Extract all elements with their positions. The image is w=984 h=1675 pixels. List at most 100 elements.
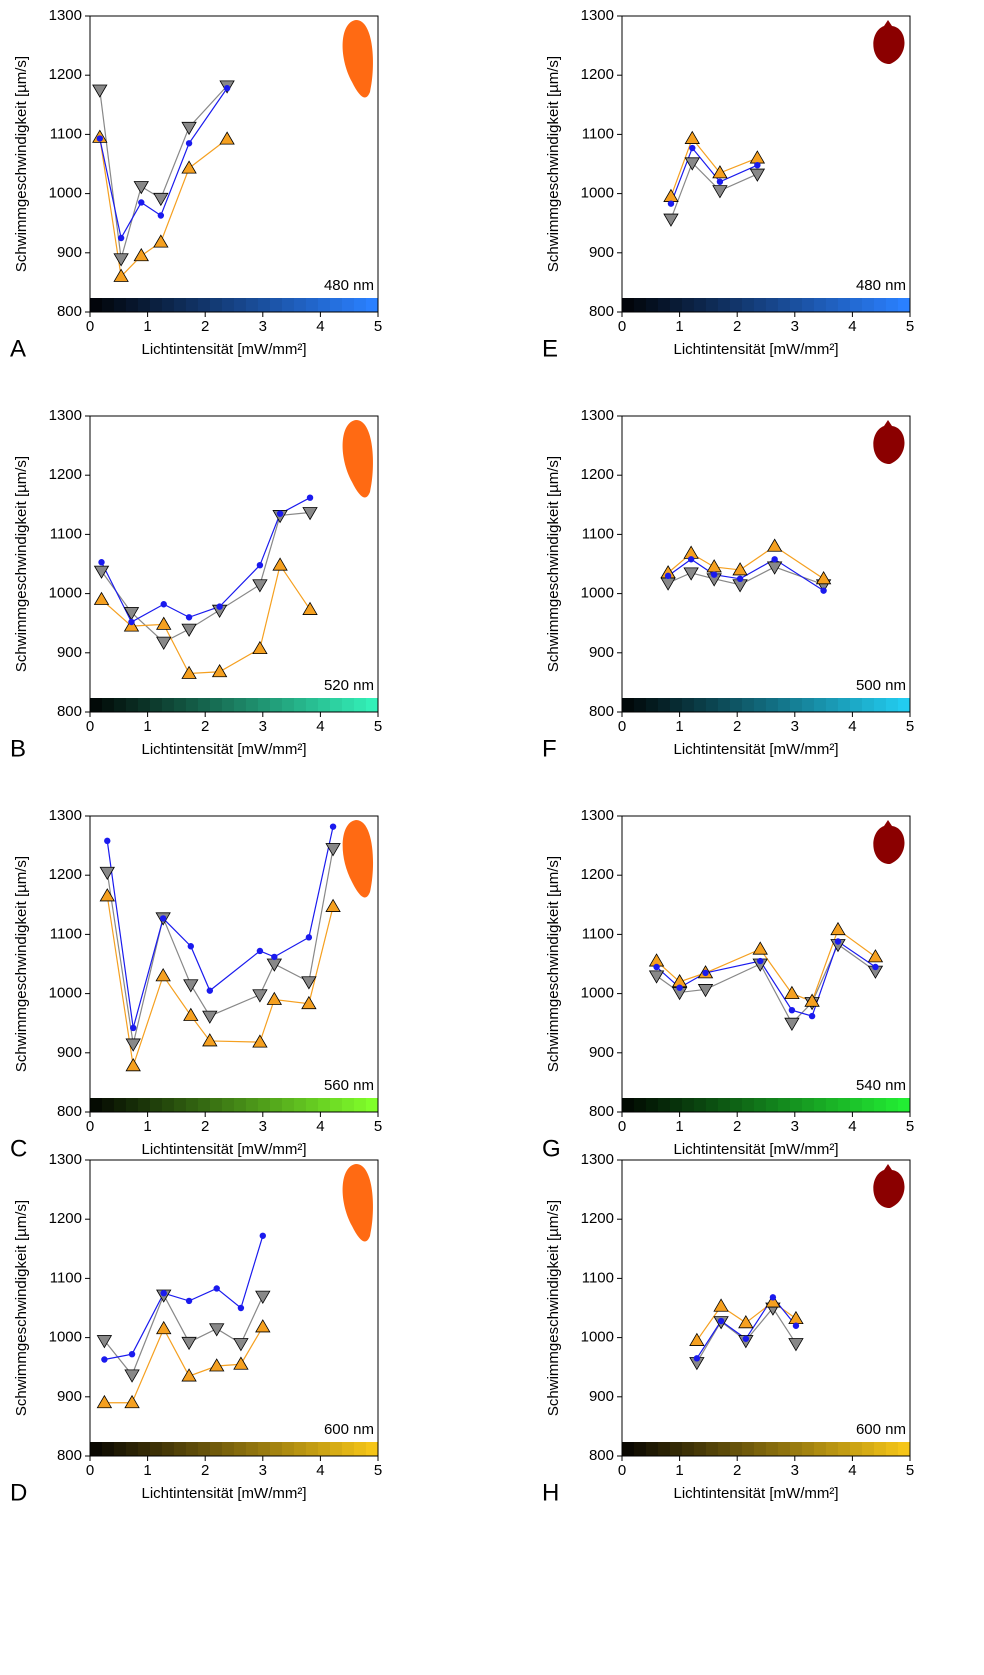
x-tick-label: 3 xyxy=(791,1118,799,1135)
wavelength-label: 600 nm xyxy=(324,1421,374,1438)
point xyxy=(181,1336,197,1351)
point xyxy=(211,663,228,678)
point xyxy=(219,131,235,145)
color-bar xyxy=(706,298,719,312)
color-bar xyxy=(874,1098,887,1112)
point xyxy=(187,943,194,950)
point xyxy=(98,559,105,566)
color-bar xyxy=(210,1442,223,1456)
y-tick-label: 800 xyxy=(57,1447,82,1464)
point xyxy=(276,510,284,517)
color-bar xyxy=(330,1442,343,1456)
point xyxy=(159,915,167,922)
point xyxy=(255,1290,271,1304)
x-axis-label: Lichtintensität [mW/mm²] xyxy=(141,741,306,758)
y-tick-label: 900 xyxy=(589,1388,614,1405)
wavelength-label: 520 nm xyxy=(324,677,374,694)
y-axis-label: Schwimmgeschwindigkeit [µm/s] xyxy=(545,856,562,1072)
point xyxy=(252,989,268,1003)
point xyxy=(867,949,884,963)
color-bar xyxy=(198,298,211,312)
point xyxy=(113,268,129,282)
color-bar xyxy=(282,1098,295,1112)
panel-letter: F xyxy=(542,735,557,762)
point xyxy=(256,947,264,955)
point xyxy=(684,157,700,171)
x-tick-label: 5 xyxy=(374,718,382,735)
color-bar xyxy=(282,1442,295,1456)
color-bar xyxy=(102,298,115,312)
point xyxy=(713,1298,729,1312)
color-bar xyxy=(294,1442,307,1456)
point xyxy=(712,185,728,199)
point xyxy=(676,984,683,991)
color-bar xyxy=(634,298,647,312)
y-tick-label: 1200 xyxy=(581,866,614,883)
x-tick-label: 5 xyxy=(374,318,382,335)
point xyxy=(99,888,115,902)
point xyxy=(301,976,317,990)
point xyxy=(710,571,718,578)
series-line xyxy=(670,137,758,197)
point xyxy=(124,1369,140,1383)
point xyxy=(749,168,766,182)
x-tick-label: 2 xyxy=(201,1462,209,1479)
x-axis-label: Lichtintensität [mW/mm²] xyxy=(673,341,838,358)
point xyxy=(223,85,231,92)
color-bar xyxy=(646,1442,659,1456)
x-axis-label: Lichtintensität [mW/mm²] xyxy=(673,741,838,758)
color-bar xyxy=(126,298,139,312)
x-tick-label: 0 xyxy=(618,1462,626,1479)
y-tick-label: 1200 xyxy=(49,866,82,883)
point xyxy=(784,1017,800,1031)
series-line xyxy=(101,563,311,675)
color-bar xyxy=(778,1098,791,1112)
point xyxy=(697,984,714,998)
color-bar xyxy=(862,698,875,712)
point xyxy=(256,561,264,569)
color-bar xyxy=(790,1442,803,1456)
point xyxy=(815,571,832,585)
color-bar xyxy=(306,298,319,312)
color-bar xyxy=(622,298,635,312)
color-bar xyxy=(658,298,671,312)
point xyxy=(101,1356,108,1363)
color-bar xyxy=(222,1442,235,1456)
color-bar xyxy=(694,1098,707,1112)
point xyxy=(872,963,879,971)
point xyxy=(233,1356,249,1370)
point xyxy=(788,1310,804,1325)
color-bar xyxy=(150,298,163,312)
x-tick-label: 4 xyxy=(316,1118,324,1135)
x-tick-label: 3 xyxy=(259,718,267,735)
x-tick-label: 3 xyxy=(259,1462,267,1479)
color-bar xyxy=(210,298,223,312)
color-bar xyxy=(874,298,887,312)
point xyxy=(788,1006,796,1014)
color-bar xyxy=(234,1098,247,1112)
color-bar xyxy=(342,1098,355,1112)
y-tick-label: 1300 xyxy=(581,1151,614,1168)
color-bar xyxy=(270,298,283,312)
color-bar xyxy=(742,1442,755,1456)
point xyxy=(732,562,748,576)
point xyxy=(693,1355,701,1362)
color-bar xyxy=(826,1442,839,1456)
series-line xyxy=(99,85,228,259)
y-tick-label: 800 xyxy=(57,703,82,720)
color-bar xyxy=(862,1442,875,1456)
color-bar xyxy=(658,698,671,712)
color-bar xyxy=(766,1098,779,1112)
color-bar xyxy=(814,1442,827,1456)
y-tick-label: 900 xyxy=(57,1044,82,1061)
color-bar xyxy=(778,298,791,312)
point xyxy=(213,1285,220,1292)
x-tick-label: 1 xyxy=(143,1118,151,1135)
color-bar xyxy=(706,1442,719,1456)
y-tick-label: 1000 xyxy=(49,1329,82,1346)
x-tick-label: 1 xyxy=(143,718,151,735)
wavelength-label: 480 nm xyxy=(856,277,906,294)
x-tick-label: 5 xyxy=(906,718,914,735)
point xyxy=(202,1010,218,1024)
point xyxy=(117,234,125,242)
